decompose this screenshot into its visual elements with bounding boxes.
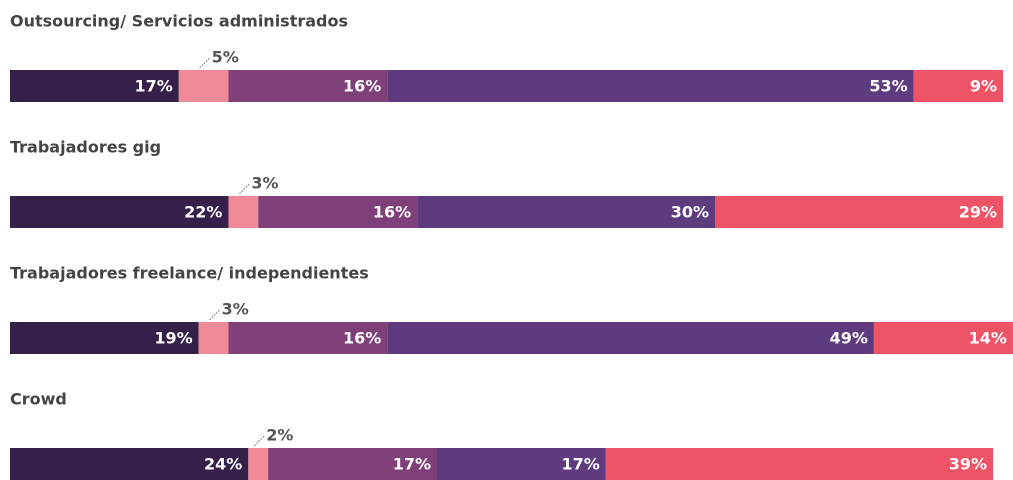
value-label: 16% (343, 77, 381, 96)
label-leader (209, 309, 220, 321)
bar-segment (268, 448, 437, 480)
bar-segment (417, 196, 716, 228)
value-label: 17% (562, 455, 600, 474)
bar-segment (228, 322, 388, 354)
row-title: Outsourcing/ Servicios administrados (10, 12, 348, 31)
bar-segment (10, 322, 199, 354)
bar-segment (258, 196, 418, 228)
bar-segment (387, 322, 874, 354)
value-label: 30% (671, 203, 709, 222)
value-label: 24% (204, 455, 242, 474)
bar-segment (248, 448, 269, 480)
value-label: 17% (135, 77, 173, 96)
value-label: 39% (949, 455, 987, 474)
label-leader (199, 57, 210, 69)
bar-segment (198, 322, 229, 354)
bar-segment (10, 196, 229, 228)
value-label: 3% (251, 174, 278, 193)
bar-segment (10, 70, 179, 102)
value-label: 9% (970, 77, 997, 96)
bar-segment (715, 196, 1003, 228)
value-label: 3% (222, 300, 249, 319)
bar-segment (228, 70, 388, 102)
bar-segment (873, 322, 1013, 354)
row-title: Crowd (10, 390, 67, 409)
value-label: 53% (869, 77, 907, 96)
value-label: 16% (373, 203, 411, 222)
bar-segment (178, 70, 229, 102)
bar-segment (913, 70, 1003, 102)
row-title: Trabajadores gig (10, 138, 161, 157)
bar-segment (436, 448, 606, 480)
row-title: Trabajadores freelance/ independientes (10, 264, 369, 283)
bar-segment (10, 448, 249, 480)
value-label: 29% (959, 203, 997, 222)
value-label: 16% (343, 329, 381, 348)
value-label: 5% (212, 48, 239, 67)
value-label: 2% (266, 426, 293, 445)
value-label: 14% (969, 329, 1007, 348)
value-label: 49% (830, 329, 868, 348)
value-label: 19% (154, 329, 192, 348)
bar-segment (387, 70, 914, 102)
value-label: 17% (393, 455, 431, 474)
label-leader (239, 183, 250, 195)
bar-segment (228, 196, 259, 228)
label-leader (253, 435, 265, 447)
bar-segment (605, 448, 994, 480)
value-label: 22% (184, 203, 222, 222)
